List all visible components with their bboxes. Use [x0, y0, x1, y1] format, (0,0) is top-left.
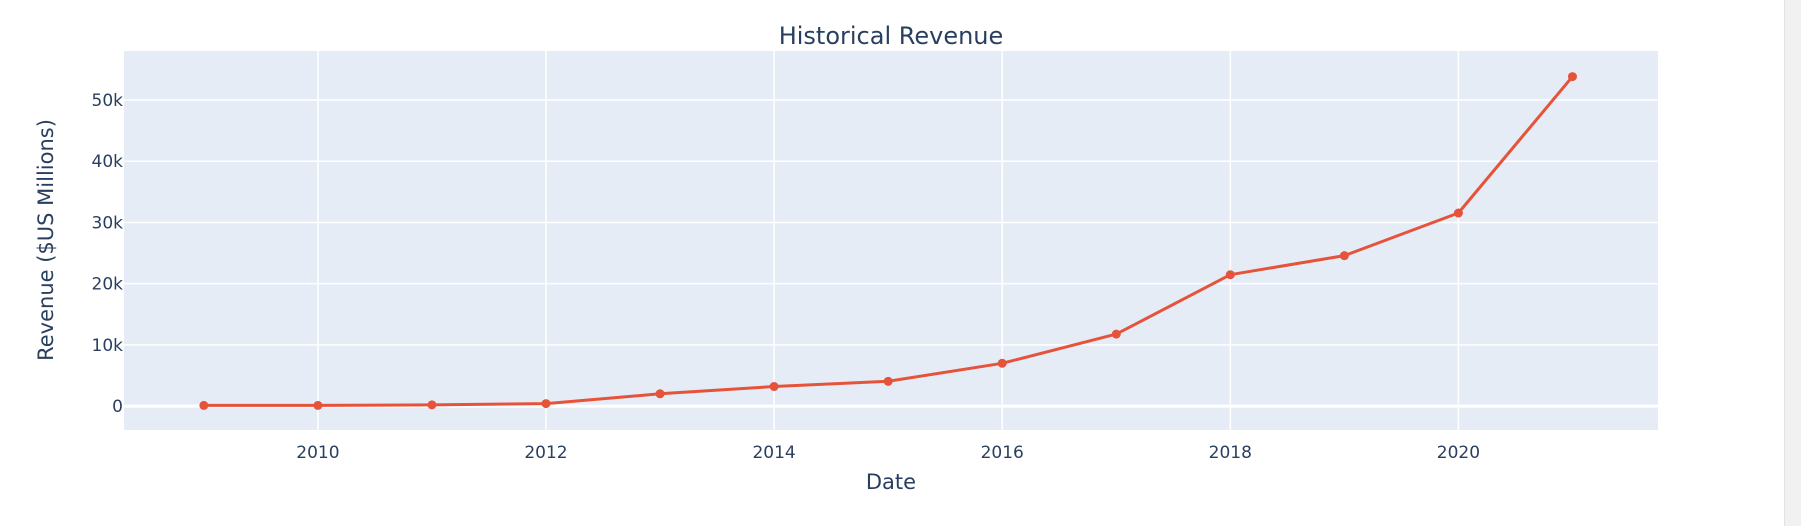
gridlines	[124, 51, 1658, 430]
data-point[interactable]	[1567, 72, 1577, 82]
data-point[interactable]	[1111, 329, 1121, 339]
series-layer	[199, 72, 1577, 410]
x-axis-title: Date	[866, 470, 916, 494]
vertical-scrollbar[interactable]	[1784, 0, 1801, 526]
y-tick-label: 10k	[92, 336, 124, 356]
x-tick-label: 2016	[981, 443, 1024, 463]
data-point[interactable]	[313, 400, 323, 410]
y-tick-label: 40k	[92, 152, 124, 172]
data-point[interactable]	[769, 382, 779, 392]
y-axis-ticks: 0 10k 20k 30k 40k 50k	[92, 91, 124, 417]
data-point[interactable]	[1339, 251, 1349, 261]
x-tick-label: 2020	[1437, 443, 1480, 463]
plot-area	[124, 51, 1658, 430]
y-tick-label: 30k	[92, 213, 124, 233]
data-point[interactable]	[1225, 270, 1235, 280]
data-point[interactable]	[199, 400, 209, 410]
data-point[interactable]	[883, 376, 893, 386]
data-point[interactable]	[541, 399, 551, 409]
chart-title: Historical Revenue	[779, 22, 1004, 50]
data-point[interactable]	[997, 358, 1007, 368]
y-tick-label: 50k	[92, 91, 124, 111]
x-tick-label: 2010	[296, 443, 339, 463]
y-tick-label: 0	[112, 397, 123, 417]
x-tick-label: 2012	[524, 443, 567, 463]
x-tick-label: 2018	[1209, 443, 1252, 463]
data-point[interactable]	[427, 400, 437, 410]
data-point[interactable]	[1453, 208, 1463, 218]
data-point[interactable]	[655, 389, 665, 399]
y-axis-title: Revenue ($US Millions)	[34, 119, 58, 361]
x-axis-ticks: 2010 2012 2014 2016 2018 2020	[296, 443, 1480, 463]
y-tick-label: 20k	[92, 275, 124, 295]
x-tick-label: 2014	[752, 443, 795, 463]
